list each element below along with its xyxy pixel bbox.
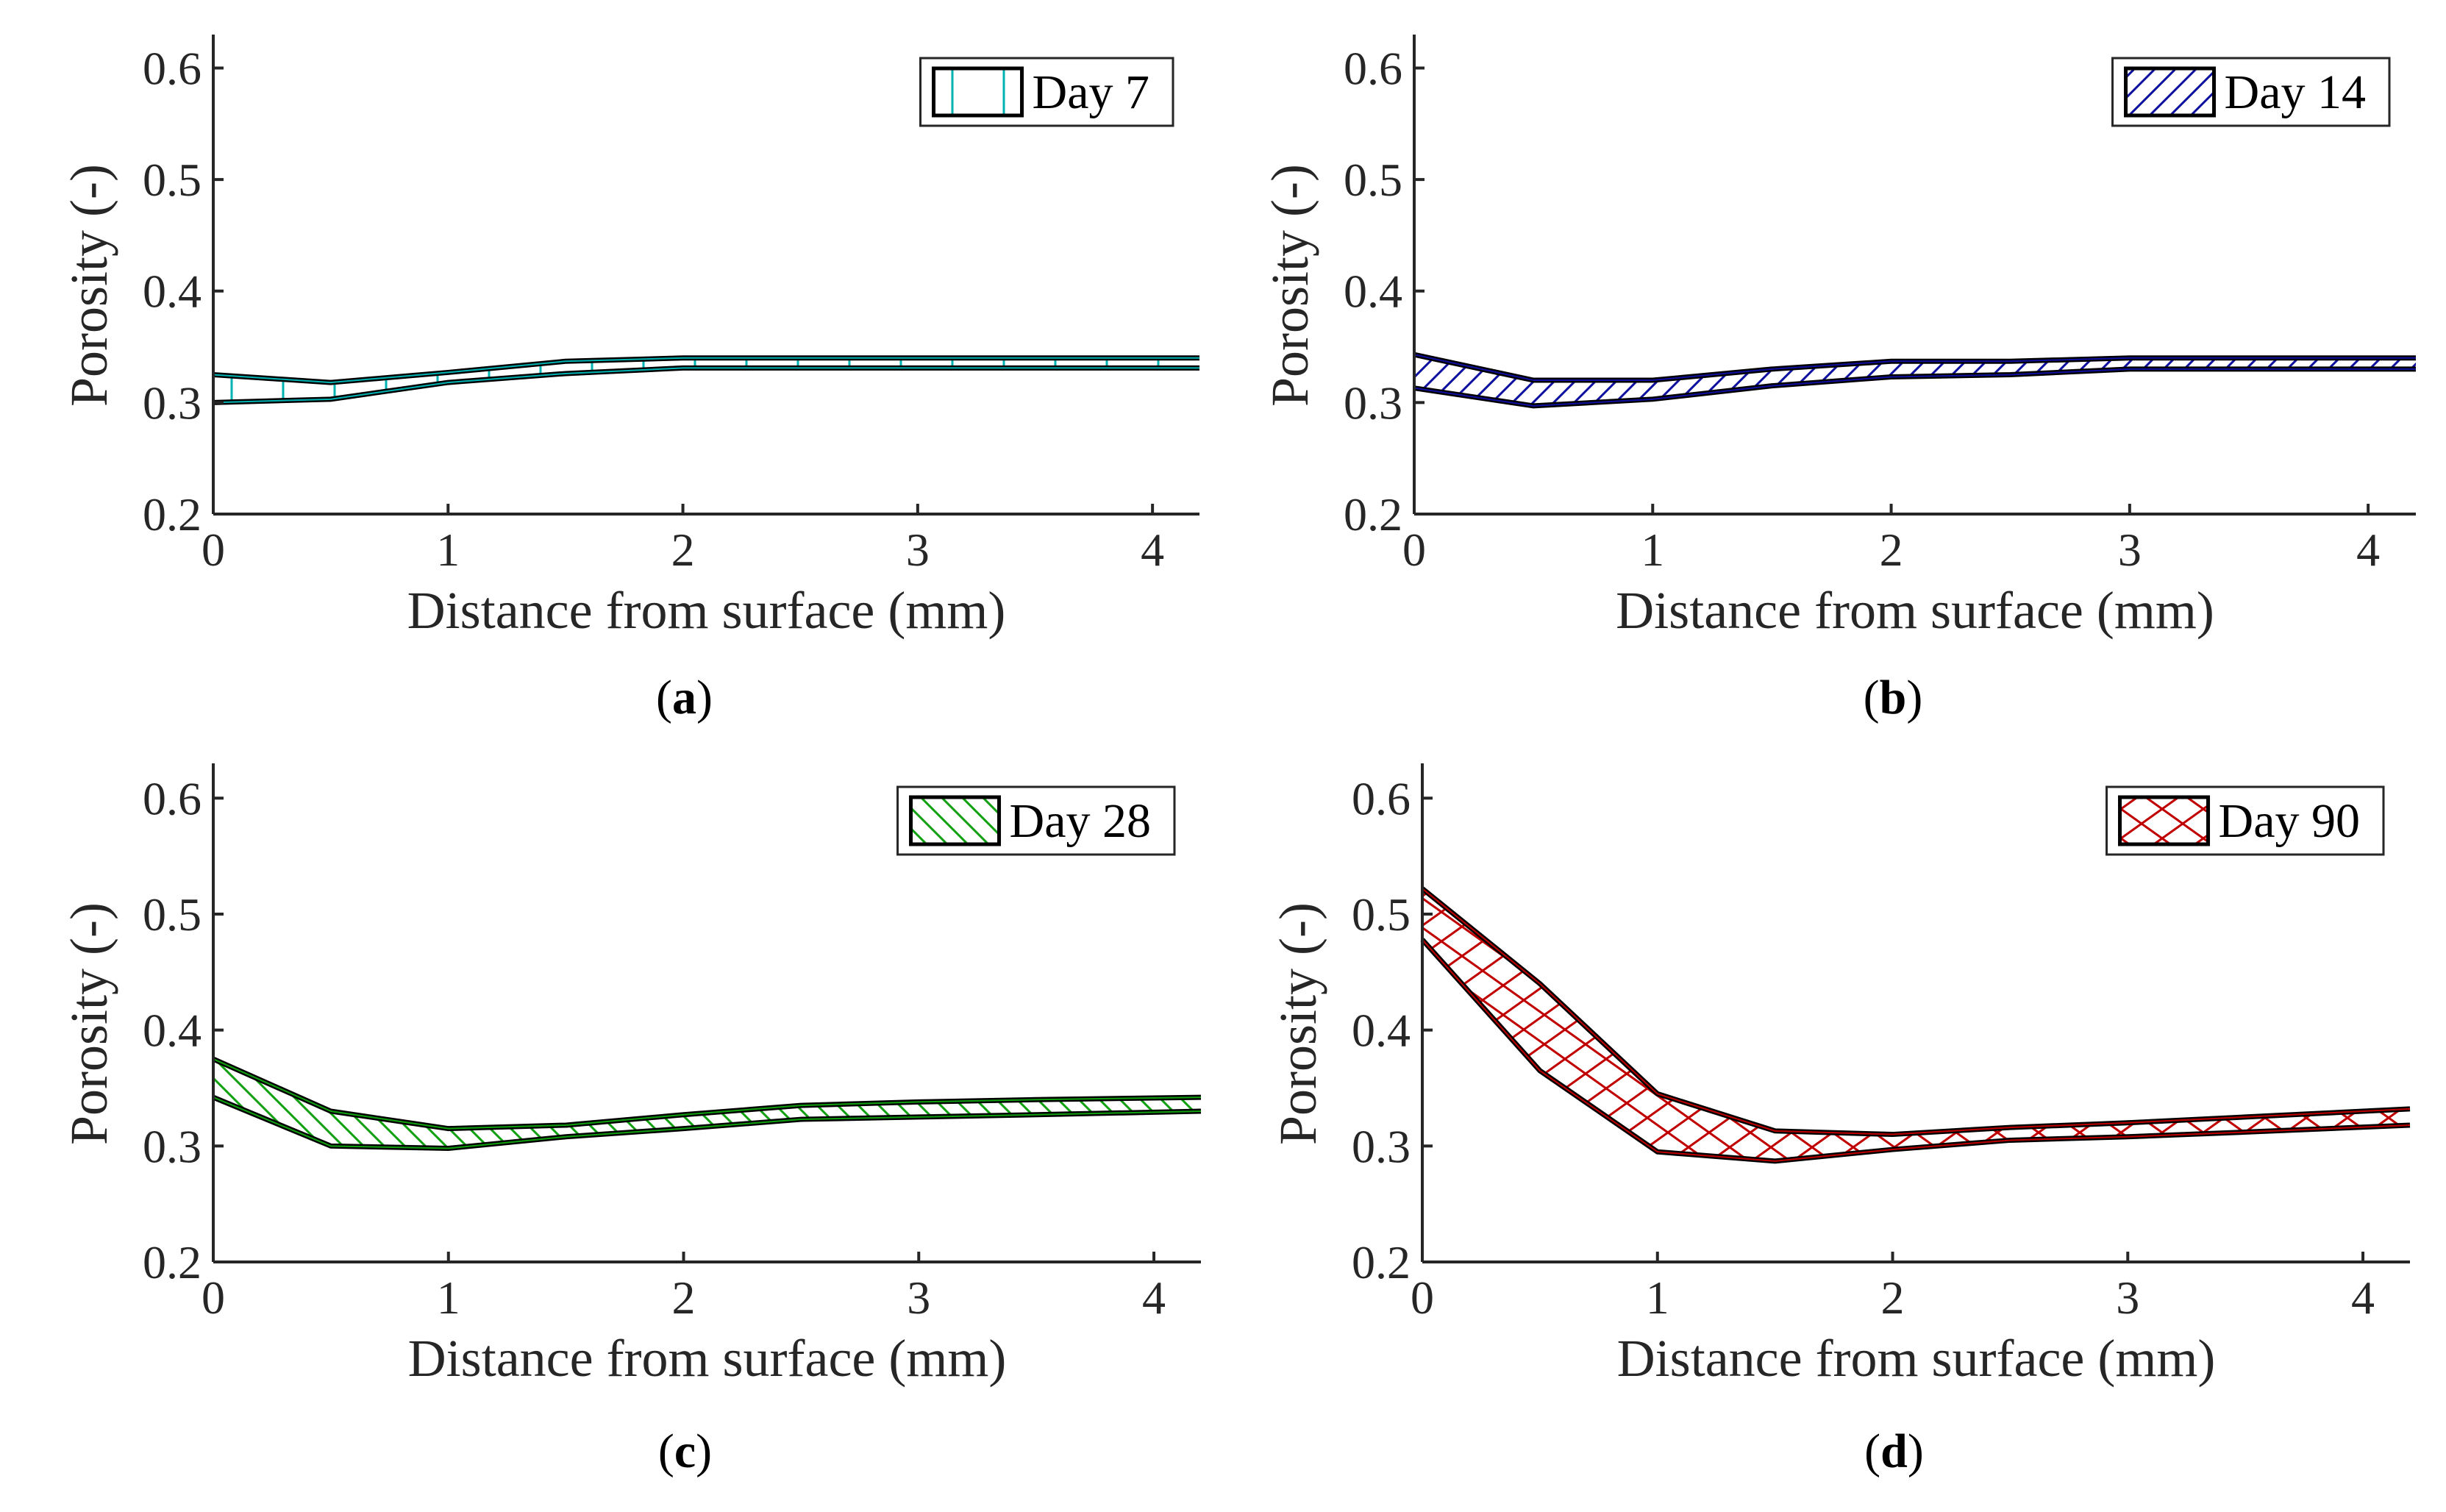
x-tick-label: 3 (2118, 524, 2142, 576)
legend-swatch (2124, 66, 2217, 118)
x-tick-label: 3 (907, 1272, 930, 1324)
x-tick-label: 1 (1646, 1272, 1669, 1324)
y-axis-label: Porosity (-) (1261, 164, 1319, 407)
legend-swatch (2118, 795, 2211, 846)
x-axis-label: Distance from surface (mm) (1617, 1329, 2216, 1388)
x-tick-label: 1 (436, 524, 460, 576)
x-axis-label: Distance from surface (mm) (408, 1329, 1007, 1388)
chart-panel-d: 0 1 2 3 4 0.2 0.3 0.4 0.5 0.6 Distance from surfac… (1269, 763, 2411, 1478)
y-tick-label: 0.5 (143, 888, 202, 941)
lower-bound-line-color (213, 1096, 1202, 1149)
y-tick-label: 0.5 (1344, 154, 1402, 206)
panel-caption: (c) (658, 1424, 712, 1478)
panel-caption: (a) (656, 671, 713, 724)
porosity-band (213, 1059, 1201, 1149)
x-tick-label: 0 (1411, 1272, 1434, 1324)
y-tick-label: 0.6 (1344, 42, 1402, 94)
legend: Day 14 (2111, 57, 2391, 127)
legend-label: Day 14 (2225, 65, 2366, 119)
y-tick-label: 0.3 (143, 377, 202, 429)
upper-bound-line-color (213, 357, 1199, 384)
y-tick-label: 0.3 (143, 1120, 202, 1172)
legend: Day 90 (2106, 785, 2385, 856)
y-tick-label: 0.4 (143, 1005, 202, 1057)
y-tick-label: 0.6 (143, 772, 202, 824)
panel-letter: b (1880, 671, 1907, 724)
x-tick-label: 2 (671, 524, 695, 576)
y-tick-label: 0.2 (1352, 1236, 1411, 1288)
legend: Day 7 (919, 57, 1174, 127)
x-tick-label: 1 (1641, 524, 1664, 576)
panel-caption: (b) (1864, 671, 1923, 724)
y-tick-label: 0.6 (143, 42, 202, 94)
y-tick-label: 0.2 (143, 1236, 202, 1288)
x-tick-label: 0 (202, 524, 225, 576)
y-tick-label: 0.3 (1352, 1120, 1411, 1172)
legend-swatch (909, 795, 1002, 846)
y-tick-label: 0.5 (143, 154, 202, 206)
legend-swatch (932, 66, 1024, 118)
legend-label: Day 28 (1010, 794, 1151, 848)
y-axis-label: Porosity (-) (60, 164, 118, 407)
upper-bound-line-color (213, 1058, 1202, 1130)
lower-bound-line-color (213, 367, 1199, 404)
y-tick-label: 0.4 (1344, 265, 1402, 318)
y-axis-label: Porosity (-) (60, 902, 118, 1145)
legend: Day 28 (896, 785, 1176, 856)
x-tick-label: 1 (437, 1272, 460, 1324)
x-tick-label: 4 (1142, 1272, 1166, 1324)
x-axis-label: Distance from surface (mm) (1616, 581, 2214, 640)
x-tick-label: 4 (2356, 524, 2380, 576)
y-tick-label: 0.2 (143, 488, 202, 541)
y-tick-label: 0.2 (1344, 488, 1402, 541)
lower-bound-line-color (1422, 938, 2411, 1162)
upper-bound-line-color (1422, 888, 2411, 1135)
x-tick-label: 4 (1141, 524, 1164, 576)
y-axis-label: Porosity (-) (1269, 902, 1327, 1145)
x-tick-label: 0 (1402, 524, 1426, 576)
x-tick-label: 0 (202, 1272, 225, 1324)
chart-panel-b: 0 1 2 3 4 0.2 0.3 0.4 0.5 0.6 Distance from surfac… (1261, 35, 2416, 724)
legend-label: Day 90 (2219, 794, 2360, 848)
panel-caption: (d) (1864, 1424, 1924, 1478)
chart-panel-c: 0 1 2 3 4 0.2 0.3 0.4 0.5 0.6 Distance from surfac… (60, 763, 1202, 1478)
y-tick-label: 0.5 (1352, 888, 1411, 941)
upper-bound-line-color (1413, 354, 2416, 382)
chart-panel-a: 0 1 2 3 4 0.2 0.3 0.4 0.5 0.6 Distance from surfac… (60, 35, 1199, 724)
panel-letter: d (1880, 1424, 1908, 1478)
x-axis-label: Distance from surface (mm) (407, 581, 1006, 640)
y-tick-label: 0.4 (1352, 1005, 1411, 1057)
legend-label: Day 7 (1033, 65, 1149, 119)
y-tick-label: 0.3 (1344, 377, 1402, 429)
y-tick-label: 0.4 (143, 265, 202, 318)
x-tick-label: 4 (2351, 1272, 2375, 1324)
panel-letter: a (672, 671, 696, 724)
y-tick-label: 0.6 (1352, 772, 1411, 824)
x-tick-label: 3 (2116, 1272, 2139, 1324)
x-tick-label: 2 (1881, 1272, 1905, 1324)
porosity-band (1422, 888, 2410, 1161)
x-tick-label: 2 (1880, 524, 1903, 576)
panel-letter: c (674, 1424, 696, 1478)
lower-bound-line-color (1413, 368, 2416, 407)
x-tick-label: 2 (672, 1272, 696, 1324)
x-tick-label: 3 (906, 524, 930, 576)
